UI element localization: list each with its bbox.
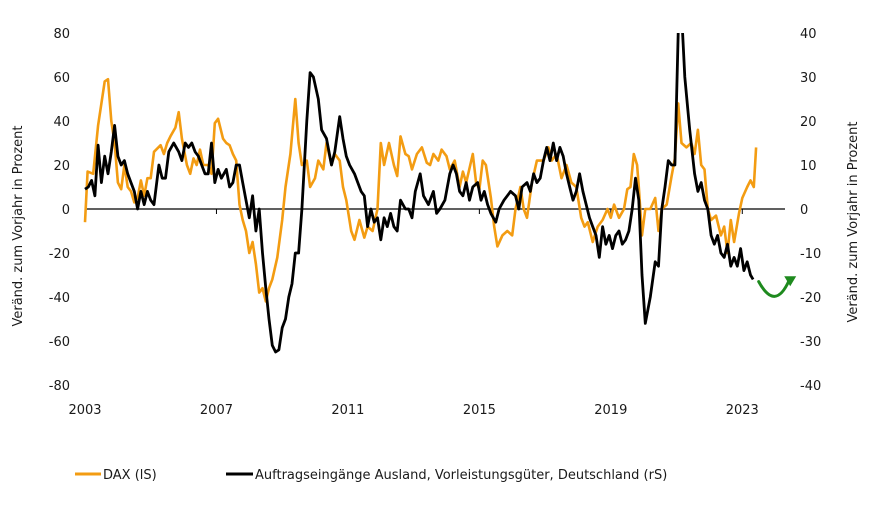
y-tick-label-left: 40 [53, 115, 70, 130]
y-tick-label-right: 0 [800, 203, 808, 218]
y-tick-label-left: 20 [53, 159, 70, 174]
right-axis: -40 -30 -20 -10 0 10 20 30 40 [800, 27, 821, 394]
series-line-dax [83, 77, 758, 303]
y-tick-label-left: 0 [62, 203, 70, 218]
y-tick-label-right: -30 [800, 335, 821, 350]
y-tick-label-left: -40 [49, 291, 70, 306]
y-axis-title-left: Veränd. zum Vorjahr in Prozent [11, 125, 26, 326]
x-tick-label: 2015 [463, 403, 496, 418]
legend-label-dax: DAX (lS) [103, 468, 157, 483]
x-tick-label: 2003 [68, 403, 101, 418]
y-axis-title-right: Veränd. zum Vorjahr in Prozent [846, 121, 861, 322]
legend-label-orders: Auftragseingänge Ausland, Vorleistungsgü… [255, 468, 667, 483]
y-tick-label-left: -80 [49, 379, 70, 394]
y-tick-label-right: 30 [800, 71, 817, 86]
legend: DAX (lS) Auftragseingänge Ausland, Vorle… [75, 468, 667, 483]
x-axis: 2003 2007 2011 2015 2019 2023 [68, 209, 759, 418]
y-tick-label-right: 10 [800, 159, 817, 174]
x-tick-label: 2007 [200, 403, 233, 418]
y-tick-label-left: 80 [53, 27, 70, 42]
y-tick-label-right: -20 [800, 291, 821, 306]
y-tick-label-right: 20 [800, 115, 817, 130]
x-tick-label: 2011 [331, 403, 364, 418]
y-tick-label-left: 60 [53, 71, 70, 86]
y-tick-label-left: -60 [49, 335, 70, 350]
left-axis: -80 -60 -40 -20 0 20 40 60 80 [49, 27, 70, 394]
y-tick-label-right: -40 [800, 379, 821, 394]
y-tick-label-right: 40 [800, 27, 817, 42]
green-arrow-head [784, 276, 797, 287]
y-tick-label-right: -10 [800, 247, 821, 262]
series-line-orders [84, 33, 755, 354]
y-tick-label-left: -20 [49, 247, 70, 262]
x-tick-label: 2019 [594, 403, 627, 418]
green-arrow-annotation [757, 278, 791, 298]
x-tick-label: 2023 [726, 403, 759, 418]
series-layer [83, 33, 758, 354]
